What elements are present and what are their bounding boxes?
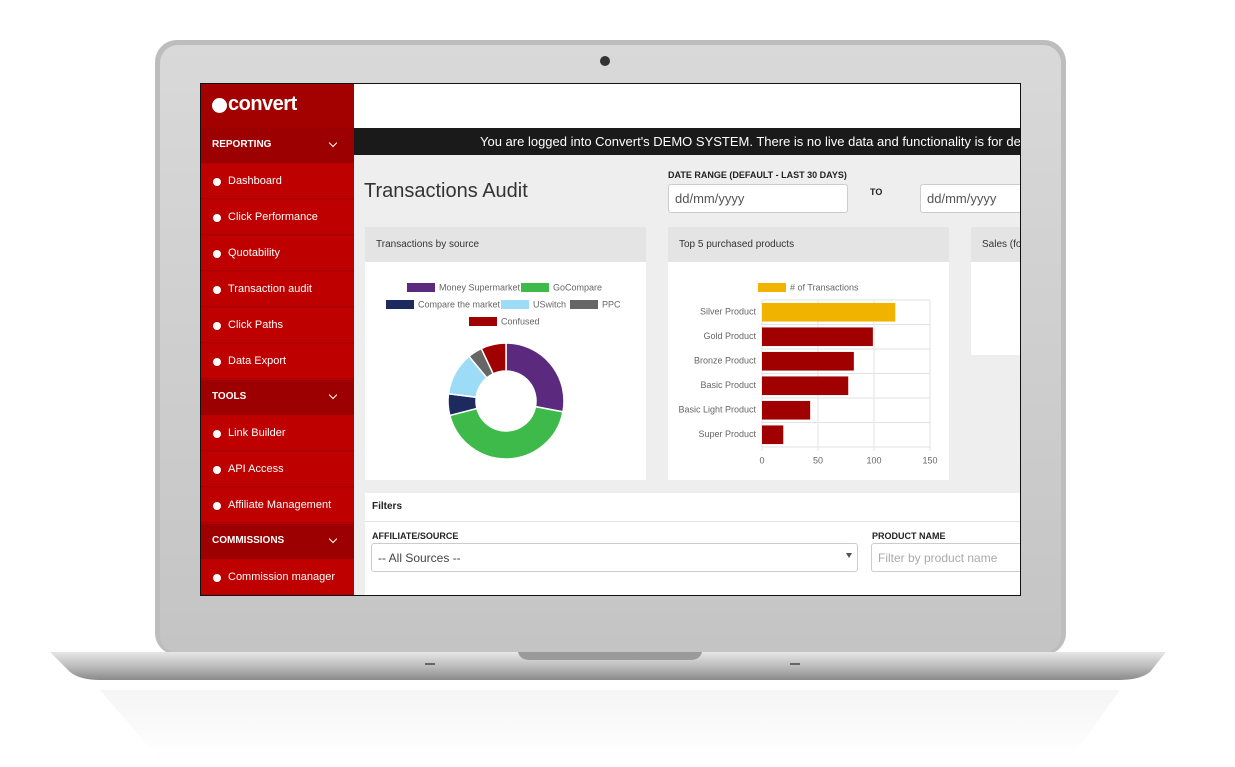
panel xyxy=(365,227,646,480)
nav-item-label: Link Builder xyxy=(228,427,286,439)
foot xyxy=(425,663,435,665)
nav-section-label: COMMISSIONS xyxy=(212,535,285,546)
date-label: DATE RANGE (DEFAULT - LAST 30 DAYS) xyxy=(668,170,847,180)
nav-icon xyxy=(213,466,221,474)
nav-item[interactable] xyxy=(201,200,354,235)
affiliate-select[interactable]: -- All Sources -- xyxy=(371,543,858,572)
nav-item-label: Dashboard xyxy=(228,175,282,187)
panel-title: Top 5 purchased products xyxy=(679,239,795,250)
nav-item[interactable] xyxy=(201,236,354,271)
banner-text: You are logged into Convert's DEMO SYSTE… xyxy=(480,134,1020,149)
date-to-label: TO xyxy=(870,187,883,197)
nav-icon xyxy=(213,358,221,366)
logo: convert xyxy=(228,93,297,115)
panel xyxy=(668,227,949,480)
nav-item[interactable] xyxy=(201,416,354,451)
divider xyxy=(365,521,1020,522)
top-bar xyxy=(354,84,1020,128)
nav-icon xyxy=(213,430,221,438)
nav-icon xyxy=(213,286,221,294)
nav-item[interactable] xyxy=(201,308,354,343)
nav-item-label: Affiliate Management xyxy=(228,499,332,511)
panel-title: Transactions by source xyxy=(376,239,480,250)
foot xyxy=(790,663,800,665)
nav-item[interactable] xyxy=(201,560,354,595)
nav-item-label: Click Paths xyxy=(228,319,284,331)
nav-section[interactable] xyxy=(201,524,354,559)
date-from[interactable]: dd/mm/yyyy xyxy=(668,184,848,213)
nav-section-label: REPORTING xyxy=(212,139,272,150)
nav-icon xyxy=(213,178,221,186)
nav-section[interactable] xyxy=(201,128,354,163)
product-label: PRODUCT NAME xyxy=(872,531,946,541)
logo-icon xyxy=(212,98,227,113)
banner xyxy=(354,128,1020,155)
nav-icon xyxy=(213,322,221,330)
nav-icon xyxy=(213,250,221,258)
laptop-base xyxy=(50,652,1166,680)
nav-item-label: Click Performance xyxy=(228,211,318,223)
select-arrow xyxy=(846,553,852,558)
nav-item-label: API Access xyxy=(228,463,284,475)
nav-icon xyxy=(213,502,221,510)
nav-icon xyxy=(213,574,221,582)
nav-item[interactable] xyxy=(201,164,354,199)
notch xyxy=(518,652,702,660)
nav-item[interactable] xyxy=(201,344,354,379)
panel-title: Sales (fo xyxy=(982,239,1020,250)
screen: convert REPORTING Dashboard Click Performan… xyxy=(201,84,1020,595)
panel-header xyxy=(365,227,646,262)
panel-header xyxy=(971,227,1020,262)
nav-section-label: TOOLS xyxy=(212,391,247,402)
nav-item-label: Commission manager xyxy=(228,571,335,583)
product-input[interactable]: Filter by product name xyxy=(871,543,1020,572)
filters-title: Filters xyxy=(372,501,403,512)
nav-section[interactable] xyxy=(201,380,354,415)
nav-icon xyxy=(213,214,221,222)
reflection xyxy=(100,690,1120,760)
nav-item[interactable] xyxy=(201,272,354,307)
nav-item-label: Quotability xyxy=(228,247,280,259)
nav-item[interactable] xyxy=(201,452,354,487)
affiliate-label: AFFILIATE/SOURCE xyxy=(372,531,459,541)
nav-item[interactable] xyxy=(201,488,354,523)
panel-header xyxy=(668,227,949,262)
nav-item-label: Data Export xyxy=(228,355,287,367)
date-to[interactable]: dd/mm/yyyy xyxy=(920,184,1020,213)
camera xyxy=(600,56,610,66)
nav-item-label: Transaction audit xyxy=(228,283,312,295)
page-title: Transactions Audit xyxy=(364,180,528,202)
